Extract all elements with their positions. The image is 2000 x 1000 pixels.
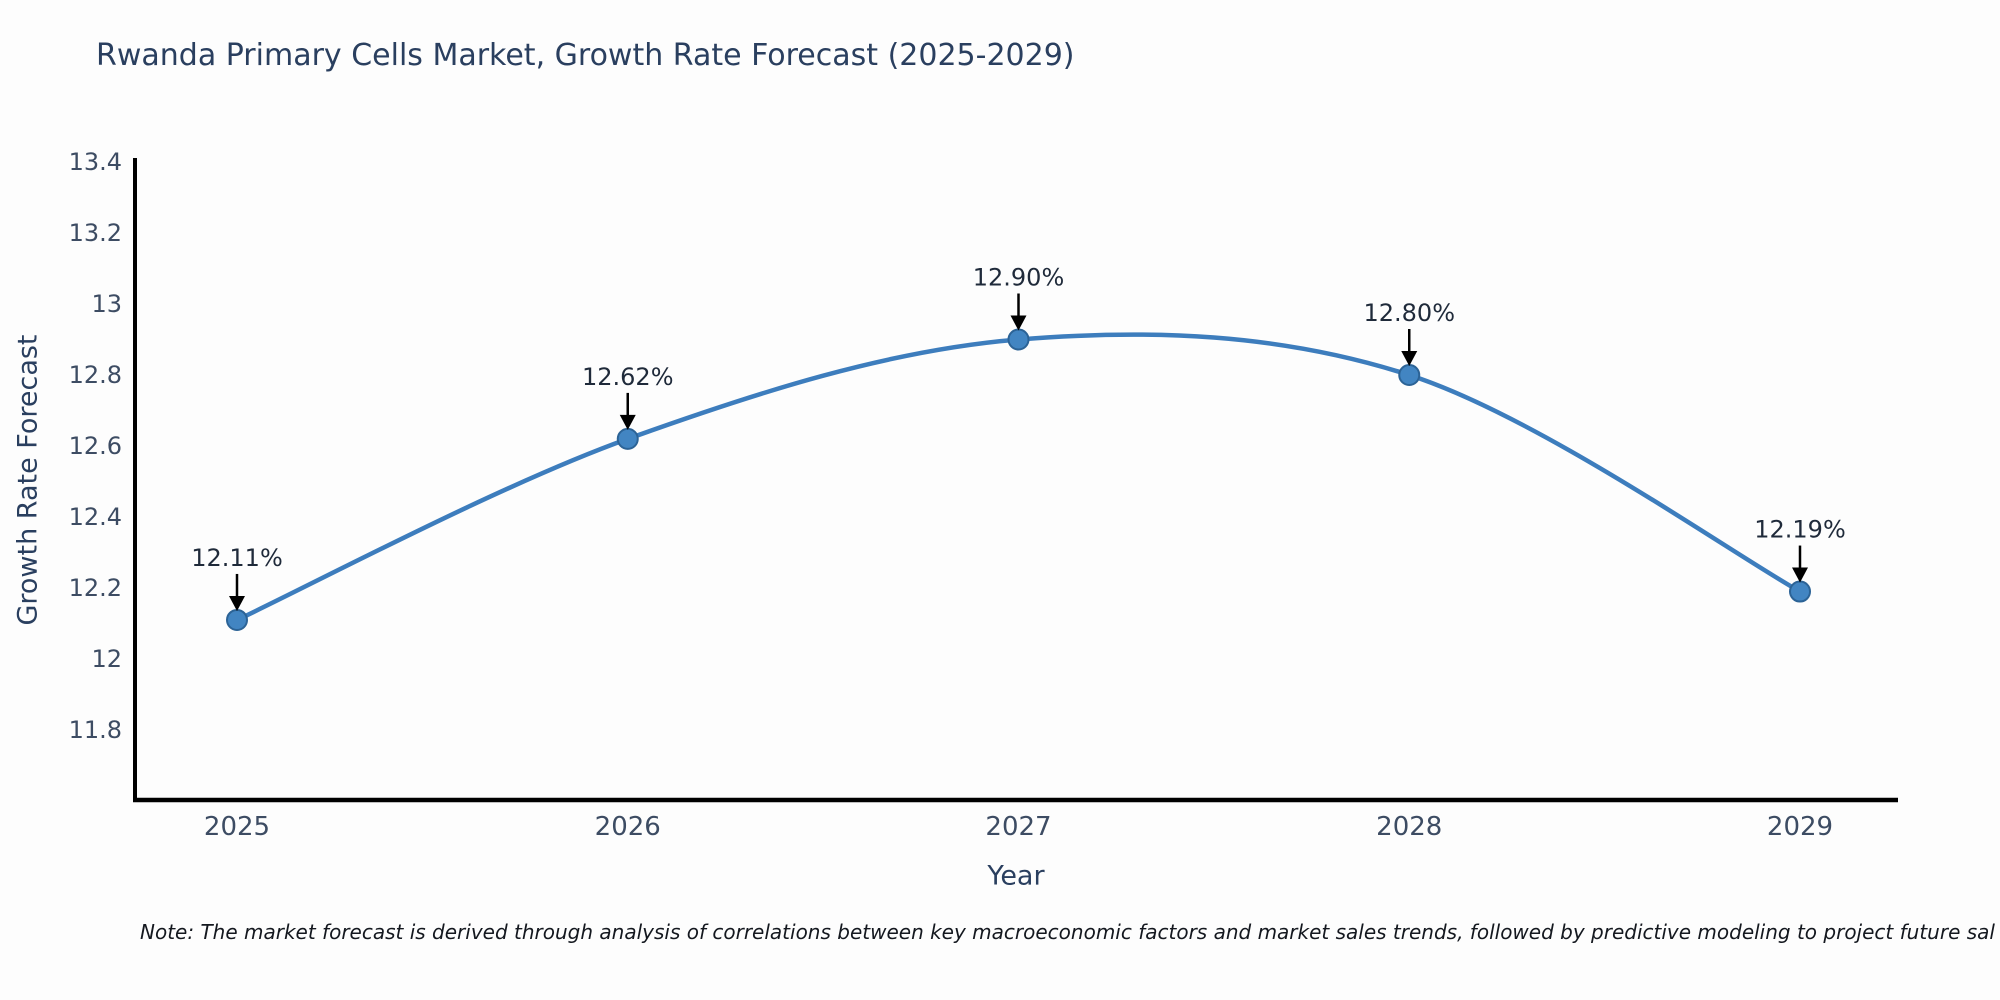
y-tick-label: 13: [91, 290, 122, 318]
data-point-label: 12.62%: [582, 363, 674, 391]
x-axis-title: Year: [987, 860, 1045, 892]
data-point-marker: [1789, 580, 1811, 603]
y-tick-label: 13.4: [69, 148, 122, 176]
annotation-arrowhead: [229, 595, 245, 611]
x-tick-label: 2025: [204, 812, 270, 842]
data-point-marker: [616, 427, 639, 450]
y-tick-label: 12.6: [69, 432, 122, 460]
y-tick-label: 12.4: [69, 503, 122, 531]
chart-title: Rwanda Primary Cells Market, Growth Rate…: [96, 38, 1075, 73]
data-point-label: 12.90%: [973, 264, 1065, 292]
y-tick-label: 11.8: [69, 716, 122, 744]
footnote: Note: The market forecast is derived thr…: [140, 920, 1995, 944]
x-tick-label: 2029: [1767, 812, 1833, 842]
data-point-marker: [1007, 328, 1030, 351]
y-tick-label: 12: [91, 645, 122, 673]
annotation-arrowhead: [1792, 567, 1808, 583]
x-tick-label: 2028: [1376, 812, 1442, 842]
data-point-label: 12.11%: [191, 544, 283, 572]
data-point-label: 12.19%: [1754, 516, 1846, 544]
annotation-arrowhead: [1010, 315, 1027, 331]
annotation-arrowhead: [1401, 351, 1418, 366]
data-point-marker: [1398, 364, 1421, 386]
x-tick-label: 2027: [985, 812, 1051, 842]
x-tick-label: 2026: [595, 812, 661, 842]
y-tick-label: 13.2: [69, 219, 122, 247]
data-point-label: 12.80%: [1363, 299, 1455, 327]
data-point-marker: [226, 608, 248, 631]
y-tick-label: 12.8: [69, 361, 122, 389]
forecast-line: [234, 332, 1803, 623]
annotation-arrowhead: [619, 414, 636, 430]
y-tick-label: 12.2: [69, 574, 122, 602]
